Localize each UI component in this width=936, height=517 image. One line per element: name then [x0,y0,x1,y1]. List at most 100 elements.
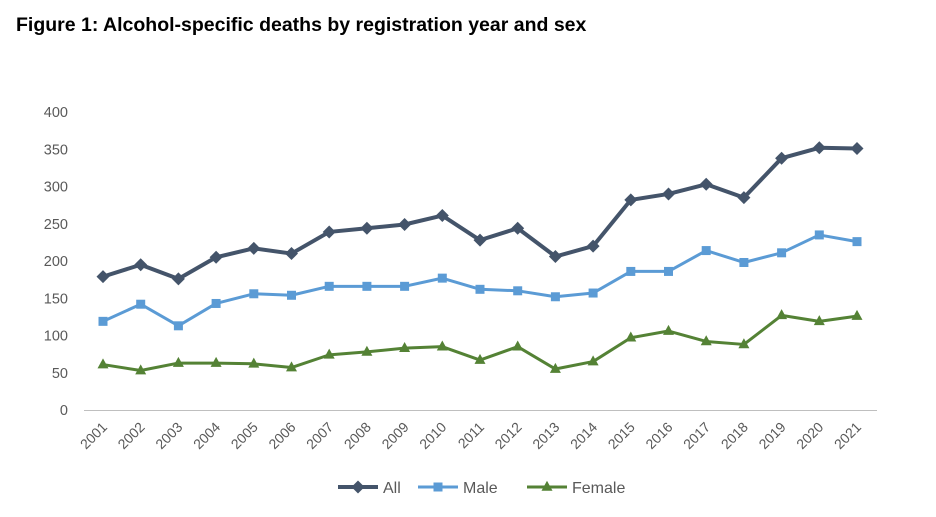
data-point-all [775,151,789,165]
y-tick-label: 350 [44,142,68,158]
data-point-female [436,340,448,351]
data-point-male [173,321,183,331]
data-point-all [134,258,148,272]
legend-marker-female [541,480,553,491]
data-point-female [361,345,373,356]
data-point-all [247,241,261,255]
data-point-male [550,292,560,302]
x-tick-label: 2005 [228,419,261,452]
x-tick-label: 2020 [793,419,826,452]
data-point-male [211,298,221,308]
data-point-male [664,266,673,276]
series-female [97,309,863,375]
x-tick-label: 2014 [567,419,600,452]
data-point-all [473,233,487,247]
data-point-male [324,281,334,291]
series-male [98,230,862,331]
data-point-male [814,230,824,240]
data-point-all [96,270,110,284]
data-point-male [513,286,523,296]
data-point-male [362,281,372,291]
data-point-male [249,289,259,299]
y-tick-label: 200 [44,254,68,270]
data-point-female [286,361,297,372]
x-tick-label: 2010 [416,419,449,452]
legend-label: Male [463,480,498,497]
data-point-female [776,309,788,320]
x-tick-label: 2002 [114,419,147,452]
data-point-female [738,338,750,349]
y-tick-label: 300 [44,180,68,196]
data-point-female [172,356,184,367]
legend-item-all: All [338,480,401,497]
series-line-male [102,233,858,328]
data-point-female [587,355,599,366]
x-tick-labels: 2001 2002 2003 2004 2005 2006 2007 2008 2009 2010… [77,419,864,452]
data-point-all [737,191,751,205]
legend-item-female: Female [527,480,625,497]
data-point-female [323,348,335,359]
data-point-male [739,257,749,267]
series-layer [96,141,864,375]
data-point-male [437,273,447,283]
data-point-all [624,193,638,207]
data-point-female [399,341,411,352]
data-point-all [360,221,374,235]
y-tick-label: 100 [44,329,68,345]
x-tick-label: 2013 [529,419,562,452]
legend-label: Female [572,480,625,497]
y-tick-label: 150 [44,291,68,307]
data-point-all [511,221,525,235]
data-point-all [171,272,185,286]
data-point-all [435,209,449,223]
data-point-all [548,250,562,264]
legend-marker-all [351,480,365,494]
data-point-female [512,340,524,351]
data-point-female [813,315,825,326]
data-point-female [549,362,561,373]
data-point-female [700,335,712,346]
data-point-all [699,177,713,191]
data-point-male [475,284,485,294]
chart-title: Figure 1: Alcohol-specific deaths by reg… [16,14,587,36]
x-tick-label: 2001 [77,419,110,452]
data-point-male [701,246,711,256]
legend-marker-male [433,482,443,492]
data-point-male [287,290,296,300]
data-point-male [588,288,598,298]
data-point-all [812,141,826,155]
data-point-female [135,364,147,375]
x-tick-label: 2015 [605,419,638,452]
data-point-female [851,309,863,320]
data-point-male [136,299,146,309]
legend: All Male Female [338,480,625,497]
y-tick-label: 400 [44,105,68,121]
data-point-all [850,142,864,156]
data-point-female [663,324,674,335]
y-tick-label: 50 [52,366,68,382]
data-point-female [625,331,637,342]
data-point-female [248,357,260,368]
x-tick-label: 2009 [378,419,411,452]
x-tick-label: 2019 [755,419,788,452]
data-point-female [210,356,222,367]
y-tick-label: 0 [60,403,68,419]
data-point-all [209,250,223,264]
data-point-all [398,217,412,231]
data-point-female [474,353,486,364]
x-tick-label: 2016 [642,419,675,452]
data-point-male [98,316,108,326]
x-tick-label: 2011 [455,419,488,452]
series-all [96,141,864,286]
x-tick-label: 2018 [718,419,751,452]
x-tick-label: 2004 [190,419,223,452]
data-point-male [626,266,636,276]
data-point-all [662,187,675,201]
x-tick-label: 2012 [491,419,524,452]
y-tick-labels: 0 50 100 150 200 250 300 350 400 [44,105,68,419]
x-tick-label: 2007 [303,419,336,452]
x-tick-label: 2008 [341,419,374,452]
data-point-male [852,237,862,247]
data-point-male [777,248,787,258]
